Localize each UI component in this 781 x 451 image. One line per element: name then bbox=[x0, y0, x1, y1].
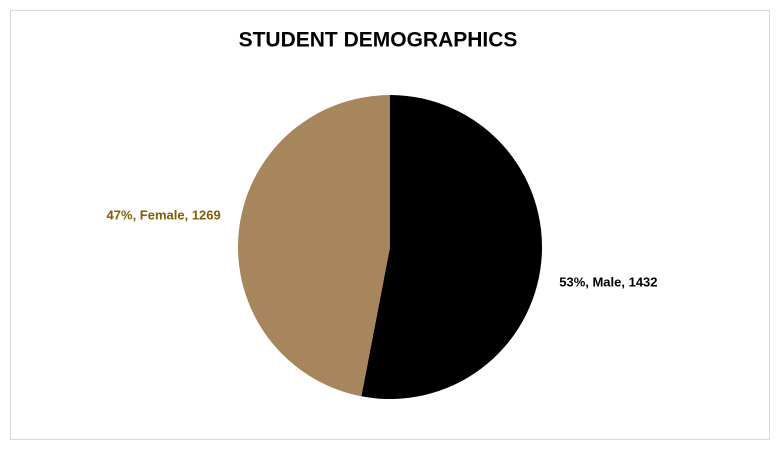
data-label: 53%, Male, 1432 bbox=[559, 275, 657, 290]
pie-slice bbox=[237, 95, 390, 397]
data-label: 47%, Female, 1269 bbox=[107, 207, 221, 222]
chart-title: STUDENT DEMOGRAPHICS bbox=[239, 29, 518, 52]
pie-slice bbox=[361, 95, 542, 399]
